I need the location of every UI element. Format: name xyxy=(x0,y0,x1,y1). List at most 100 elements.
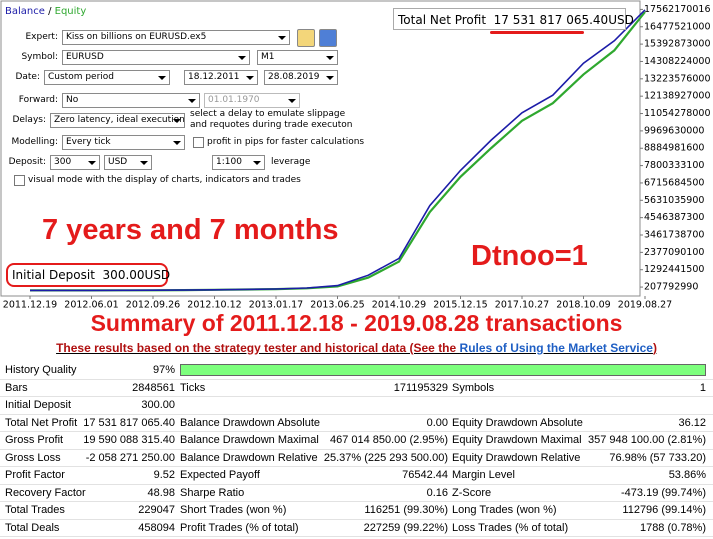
leverage-label: leverage xyxy=(271,157,311,167)
period-select[interactable]: M1 xyxy=(257,50,338,65)
y-tick-label: 11054278000 xyxy=(644,108,711,119)
report-row: Gross Profit 19 590 088 315.40 Balance Dra… xyxy=(0,432,713,450)
deposit-select[interactable]: 300 xyxy=(50,155,100,170)
row-label: Z-Score xyxy=(452,486,492,499)
delays-hint: select a delay to emulate slippage and r… xyxy=(190,109,353,130)
row-label: Bars xyxy=(5,381,28,394)
report-row: Total Deals 458094 Profit Trades (% of tot… xyxy=(0,520,713,537)
checkbox[interactable] xyxy=(14,175,25,186)
row-value: 97% xyxy=(152,364,175,376)
row-label: Balance Drawdown Absolute xyxy=(180,416,321,429)
initial-deposit-box: Initial Deposit 300.00USD xyxy=(6,263,170,287)
checkbox-label: profit in pips for faster calculations xyxy=(207,137,365,147)
row-value: 1788 (0.78%) xyxy=(639,521,706,534)
row-value: 0.16 xyxy=(426,486,448,499)
y-tick-label: 17562170016 xyxy=(644,4,711,15)
row-value: 48.98 xyxy=(147,486,175,499)
row-label: Sharpe Ratio xyxy=(180,486,245,499)
row-value: -2 058 271 250.00 xyxy=(85,451,175,464)
y-tick-label: 7800333100 xyxy=(644,160,704,171)
y-tick-label: 9969630000 xyxy=(644,125,704,136)
row-value: 171195329 xyxy=(393,381,448,394)
currency-select[interactable]: USD xyxy=(104,155,152,170)
row-value: 25.37% (225 293 500.00) xyxy=(323,451,448,464)
forward-select[interactable]: No xyxy=(62,93,200,108)
checkbox[interactable] xyxy=(193,137,204,148)
report-table: History Quality 97% Bars 2848561 Ticks 171195… xyxy=(0,362,713,539)
quality-bar xyxy=(180,364,706,376)
field-label: Expert: xyxy=(25,32,58,42)
row-label: Ticks xyxy=(180,381,206,394)
row-label: Equity Drawdown Maximal xyxy=(452,434,582,446)
row-label: Margin Level xyxy=(452,469,515,481)
row-label: Profit Factor xyxy=(5,469,65,481)
delays-select[interactable]: Zero latency, ideal execution xyxy=(50,113,185,128)
net-profit-value: 17 531 817 065.40 xyxy=(493,13,609,27)
field-label: Deposit: xyxy=(8,157,46,167)
edit-button[interactable] xyxy=(297,29,315,47)
row-value: 53.86% xyxy=(668,469,706,481)
field-label: Delays: xyxy=(12,115,46,125)
y-tick-label: 2377090100 xyxy=(644,247,704,258)
row-value: 76.98% (57 733.20) xyxy=(609,451,706,464)
initial-deposit-label: Initial Deposit xyxy=(12,268,95,282)
row-value: 0.00 xyxy=(426,416,448,429)
y-tick-label: 16477521000 xyxy=(644,21,711,32)
row-value: 357 948 100.00 (2.81%) xyxy=(587,434,706,446)
x-tick-label: 2012.09.26 xyxy=(126,300,180,311)
row-label: Total Net Profit xyxy=(5,416,78,429)
rules-link[interactable]: Rules of Using the Market Service xyxy=(459,341,653,355)
y-tick-label: 15392873000 xyxy=(644,39,711,50)
modelling-select[interactable]: Every tick xyxy=(62,135,185,150)
report-row: Bars 2848561 Ticks 171195329 Symbols 1 xyxy=(0,380,713,397)
report-row: Recovery Factor 48.98 Sharpe Ratio 0.16 Z-Sc… xyxy=(0,485,713,502)
row-label: History Quality xyxy=(5,364,77,376)
row-label: Equity Drawdown Absolute xyxy=(452,416,583,429)
x-tick-label: 2011.12.19 xyxy=(3,300,57,311)
x-tick-label: 2013.06.25 xyxy=(310,300,364,311)
y-tick-label: 12138927000 xyxy=(644,91,711,102)
row-label: Loss Trades (% of total) xyxy=(452,521,569,534)
leverage-select[interactable]: 1:100 xyxy=(212,155,265,170)
y-tick-label: 3461738700 xyxy=(644,230,704,241)
expert-select[interactable]: Kiss on billions on EURUSD.ex5 xyxy=(62,30,290,45)
duration-note: 7 years and 7 months xyxy=(42,214,339,246)
x-tick-label: 2015.12.15 xyxy=(433,300,487,311)
row-value: 36.12 xyxy=(678,416,706,429)
row-value: 467 014 850.00 (2.95%) xyxy=(329,434,448,446)
date-to[interactable]: 28.08.2019 xyxy=(264,70,338,85)
row-label: Gross Loss xyxy=(5,451,61,464)
y-tick-label: 8884981600 xyxy=(644,143,704,154)
row-value: 112796 (99.14%) xyxy=(622,504,706,516)
net-profit-box: Total Net Profit 17 531 817 065.40USD xyxy=(393,8,634,30)
y-tick-label: 1292441500 xyxy=(644,264,704,275)
row-value: 300.00 xyxy=(141,399,175,411)
legend-entry: Balance xyxy=(5,6,45,17)
row-label: Expected Payoff xyxy=(180,469,260,481)
settings-button[interactable] xyxy=(319,29,337,47)
note-text: These results based on the strategy test… xyxy=(56,341,460,355)
x-tick-label: 2017.10.27 xyxy=(495,300,549,311)
y-tick-label: 13223576000 xyxy=(644,73,711,84)
date-from[interactable]: 18.12.2011 xyxy=(184,70,258,85)
report-row: Profit Factor 9.52 Expected Payoff 76542.44… xyxy=(0,467,713,485)
row-label: Recovery Factor xyxy=(5,486,86,499)
row-value: 76542.44 xyxy=(402,469,448,481)
net-profit-currency: USD xyxy=(608,13,634,27)
report-row: Total Trades 229047 Short Trades (won %) 11… xyxy=(0,502,713,520)
symbol-select[interactable]: EURUSD xyxy=(62,50,250,65)
row-label: Symbols xyxy=(452,381,495,394)
row-value: 17 531 817 065.40 xyxy=(83,416,175,429)
date-mode-select[interactable]: Custom period xyxy=(44,70,170,85)
x-tick-label: 2018.10.09 xyxy=(556,300,610,311)
row-label: Balance Drawdown Maximal xyxy=(180,434,319,446)
legend: Balance / Equity xyxy=(5,6,86,17)
x-tick-label: 2012.06.01 xyxy=(64,300,118,311)
y-tick-label: 5631035900 xyxy=(644,195,704,206)
report-row: Initial Deposit 300.00 xyxy=(0,397,713,415)
legend-entry: Equity xyxy=(54,6,87,17)
report-row: History Quality 97% xyxy=(0,362,713,380)
row-value: 229047 xyxy=(138,504,175,516)
forward-date: 01.01.1970 xyxy=(204,93,300,108)
